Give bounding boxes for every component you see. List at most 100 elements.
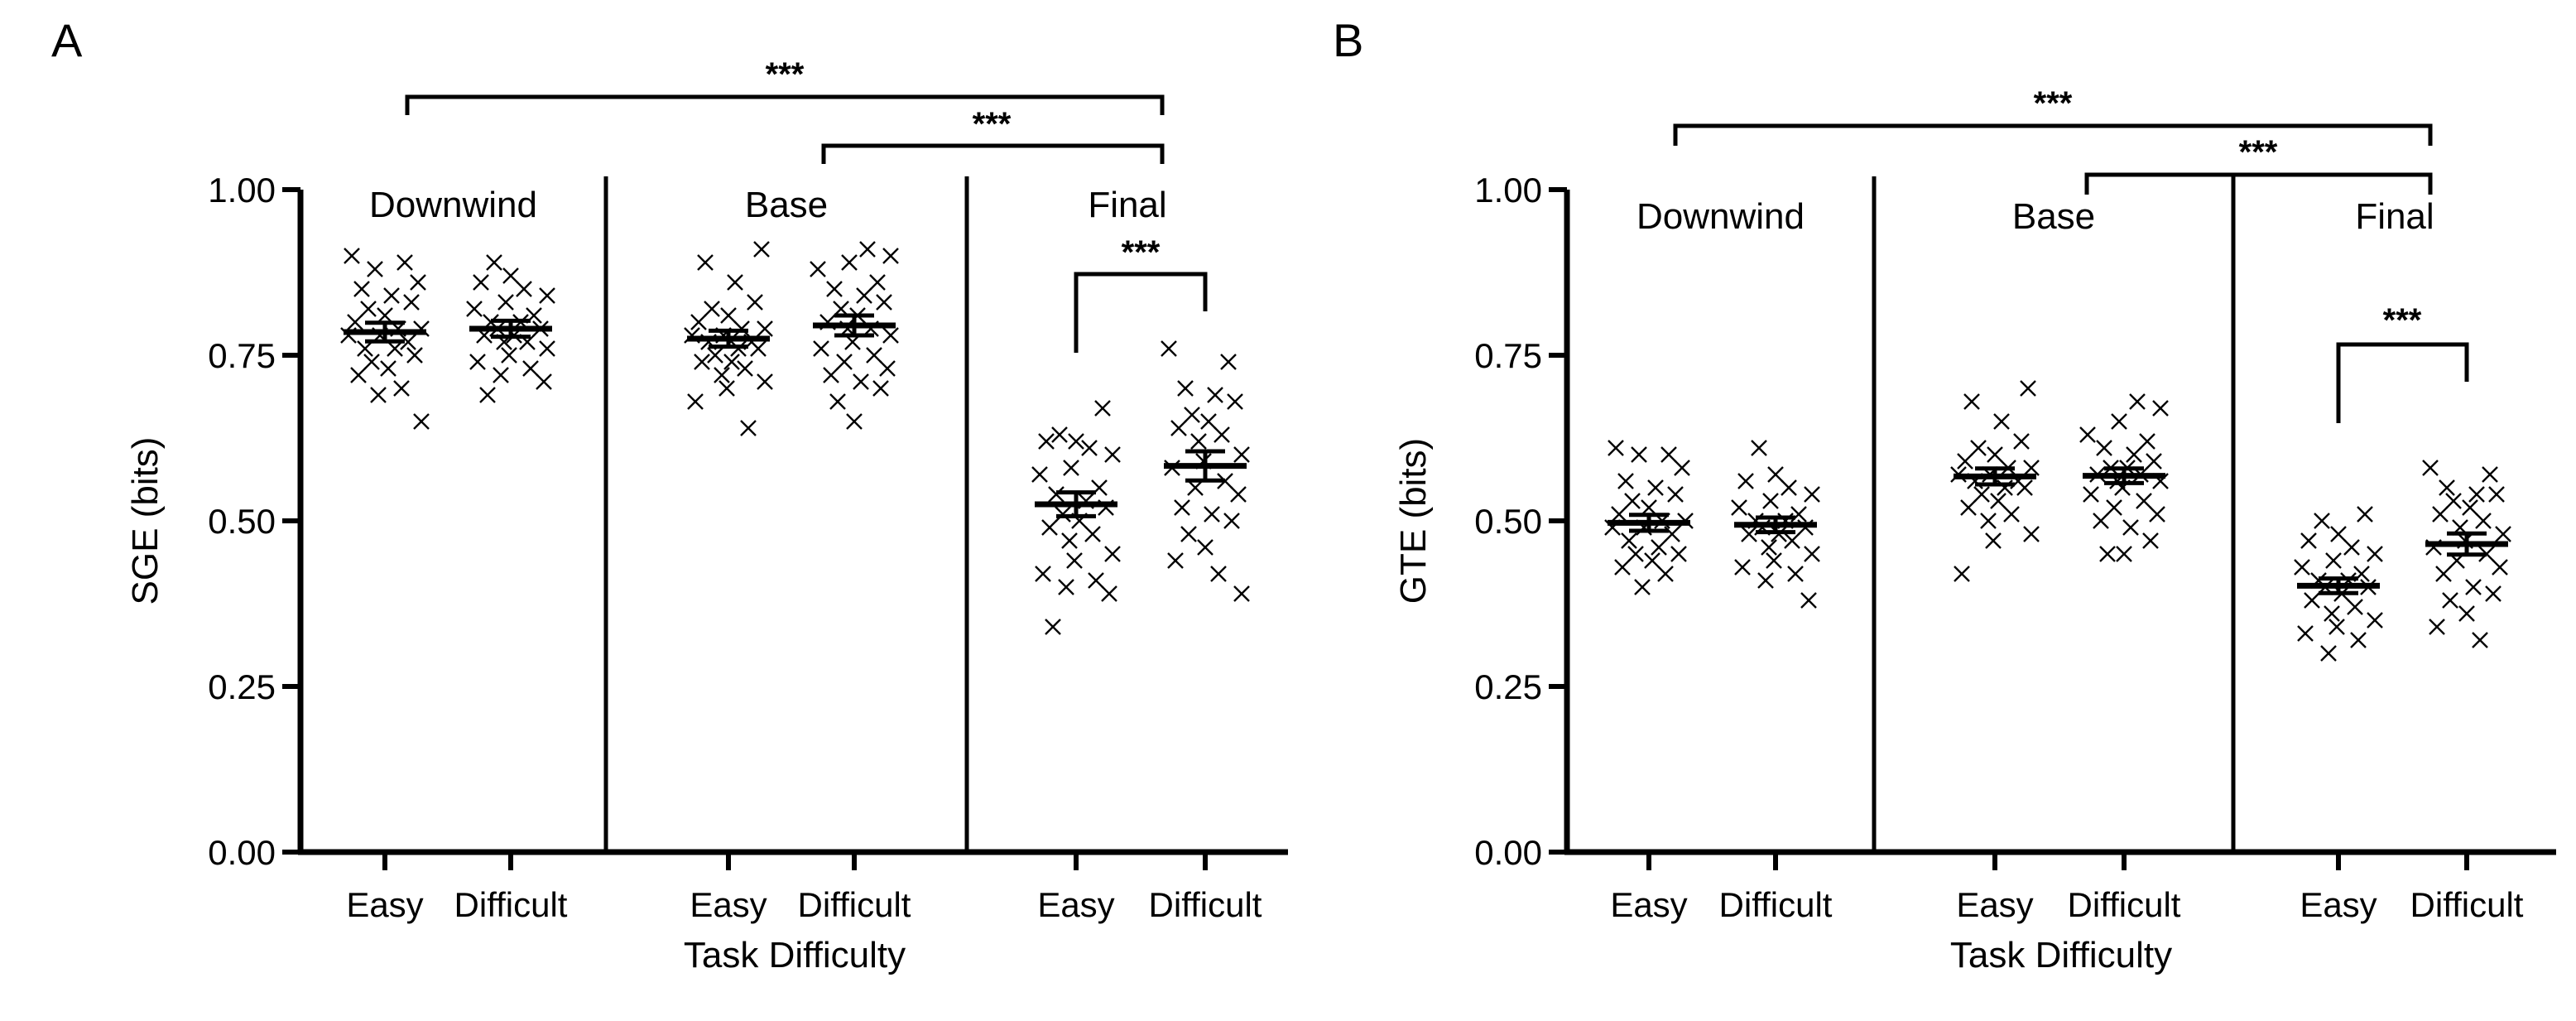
data-point-stroke [479, 387, 496, 403]
data-point-stroke [1608, 440, 1624, 456]
data-point [2320, 645, 2337, 662]
data-point [2435, 566, 2452, 582]
data-point-stroke [714, 367, 730, 383]
data-point-stroke [2328, 619, 2345, 635]
data-point [2142, 532, 2159, 549]
y-tick-label: 0.50 [208, 502, 276, 541]
x-tick-label: Easy [1610, 885, 1687, 924]
data-point [882, 248, 899, 264]
data-point-stroke [1644, 552, 1660, 569]
data-point [2422, 460, 2439, 476]
data-point-stroke [1233, 446, 1250, 463]
data-point [1674, 460, 1690, 476]
data-point-stroke [2149, 506, 2165, 523]
data-point [403, 294, 420, 311]
data-point [410, 274, 426, 291]
data-point [836, 354, 853, 370]
data-point-stroke [1987, 446, 2003, 463]
data-point [2152, 400, 2169, 417]
data-point-stroke [810, 261, 826, 277]
data-point-stroke [707, 347, 723, 364]
significance-label: *** [2383, 302, 2422, 339]
data-point [757, 373, 773, 390]
data-point-stroke [497, 294, 514, 311]
data-point-stroke [1761, 539, 1777, 556]
data-point [2122, 519, 2139, 536]
segment-label: Downwind [369, 185, 537, 225]
data-point-stroke [753, 241, 770, 258]
data-point [810, 261, 826, 277]
data-point [367, 261, 383, 277]
data-point-stroke [1230, 486, 1247, 503]
panel-a: A 0.00 0.25 0.50 0.75 1.00 SGE (bits) Downwind E… [51, 14, 1288, 975]
y-tick-label: 0.75 [1474, 336, 1542, 375]
data-point [466, 301, 483, 317]
data-point-stroke [2472, 632, 2488, 648]
data-point [347, 314, 363, 330]
data-point-stroke [1170, 420, 1187, 436]
data-point-stroke [1804, 486, 1820, 503]
data-point [2343, 539, 2360, 556]
x-tick-label: Difficult [454, 885, 568, 924]
data-point [2472, 632, 2488, 648]
data-point-stroke [1624, 493, 1641, 509]
data-point [1757, 572, 1774, 589]
data-point-stroke [383, 287, 400, 304]
data-point [2013, 433, 2030, 450]
data-point-stroke [357, 340, 373, 357]
segment-label: Final [2355, 196, 2434, 237]
data-point-stroke [1190, 433, 1207, 450]
data-point [2325, 552, 2342, 569]
significance-label: *** [2239, 134, 2278, 171]
data-point [1608, 440, 1624, 456]
data-point [720, 307, 737, 324]
data-point-stroke [2093, 513, 2109, 529]
data-point-stroke [2139, 433, 2155, 450]
data-point [1761, 539, 1777, 556]
data-point [486, 254, 502, 271]
data-point [1781, 479, 1797, 496]
data-point-stroke [2475, 513, 2492, 529]
data-point-stroke [1954, 566, 1970, 582]
data-point-stroke [1184, 407, 1200, 423]
data-point-stroke [1734, 559, 1751, 576]
y-axis-title: GTE (bits) [1393, 438, 1434, 604]
data-point [1068, 433, 1084, 450]
data-point [502, 267, 519, 284]
data-point-stroke [2458, 605, 2475, 622]
y-tick-label: 1.00 [208, 171, 276, 209]
data-point-stroke [1177, 380, 1194, 397]
data-point-stroke [1784, 532, 1800, 549]
data-point-stroke [2324, 605, 2340, 622]
data-point-stroke [1973, 486, 1990, 503]
data-point-stroke [2343, 539, 2360, 556]
data-point-stroke [539, 340, 555, 357]
data-point-stroke [1227, 393, 1243, 410]
data-point [1804, 546, 1820, 562]
significance-bracket [2084, 172, 2433, 195]
data-point [1197, 539, 1214, 556]
data-point [363, 354, 380, 370]
data-point-stroke [2330, 526, 2347, 542]
data-point-stroke [1066, 552, 1083, 569]
data-point-stroke [1180, 526, 1197, 542]
data-point-stroke [1980, 513, 1997, 529]
data-point-stroke [380, 360, 396, 377]
data-point-stroke [1081, 440, 1098, 456]
data-point [2439, 479, 2455, 496]
data-point [2139, 433, 2155, 450]
data-point [2475, 513, 2492, 529]
data-point-stroke [841, 254, 858, 271]
data-point-stroke [400, 334, 416, 350]
data-point [1233, 446, 1250, 463]
data-point-stroke [2152, 400, 2169, 417]
data-point [2129, 393, 2146, 410]
data-point [1657, 566, 1674, 582]
data-point [2126, 446, 2142, 463]
data-point-stroke [859, 241, 876, 258]
data-point [377, 307, 393, 324]
data-point-stroke [2013, 433, 2030, 450]
data-point [1731, 499, 1747, 516]
data-point-stroke [1094, 400, 1111, 417]
data-point [1223, 513, 1240, 529]
